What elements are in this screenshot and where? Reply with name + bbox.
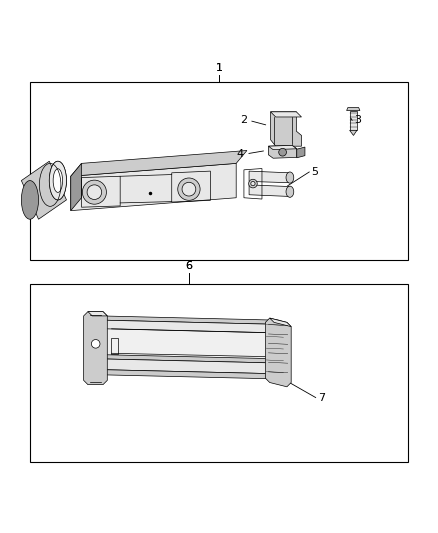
Text: 7: 7 <box>318 392 325 402</box>
Polygon shape <box>101 316 283 325</box>
Polygon shape <box>271 112 301 117</box>
Polygon shape <box>268 146 297 150</box>
Text: 4: 4 <box>237 149 244 159</box>
Ellipse shape <box>21 181 39 219</box>
Text: 1: 1 <box>215 63 223 73</box>
Circle shape <box>182 182 196 196</box>
Polygon shape <box>71 164 81 211</box>
Polygon shape <box>21 161 67 219</box>
Ellipse shape <box>49 161 67 200</box>
Ellipse shape <box>49 161 67 200</box>
Bar <box>111 338 118 354</box>
Ellipse shape <box>286 172 294 183</box>
Circle shape <box>178 178 200 200</box>
Bar <box>30 82 408 260</box>
Circle shape <box>87 185 102 199</box>
Polygon shape <box>101 369 283 379</box>
Circle shape <box>279 148 286 156</box>
Polygon shape <box>88 312 107 316</box>
Polygon shape <box>270 318 291 327</box>
Bar <box>30 284 408 462</box>
Circle shape <box>82 180 106 204</box>
Polygon shape <box>99 354 283 363</box>
Polygon shape <box>350 110 357 130</box>
Polygon shape <box>249 171 290 183</box>
Text: 6: 6 <box>185 261 192 271</box>
Polygon shape <box>271 112 301 146</box>
Polygon shape <box>84 312 107 385</box>
Polygon shape <box>105 320 283 333</box>
Circle shape <box>92 340 100 348</box>
Polygon shape <box>265 318 291 387</box>
Text: 2: 2 <box>240 116 247 125</box>
Circle shape <box>249 179 257 188</box>
Text: 3: 3 <box>354 116 361 125</box>
Text: 1: 1 <box>215 63 223 73</box>
Ellipse shape <box>286 186 294 197</box>
Circle shape <box>251 181 255 185</box>
Ellipse shape <box>53 169 63 192</box>
Polygon shape <box>249 185 290 197</box>
Text: 5: 5 <box>311 167 318 177</box>
Polygon shape <box>346 108 360 110</box>
Polygon shape <box>297 147 305 158</box>
Polygon shape <box>101 359 283 374</box>
Polygon shape <box>99 322 281 365</box>
Polygon shape <box>268 146 297 158</box>
Polygon shape <box>71 150 247 176</box>
Text: 6: 6 <box>185 261 192 271</box>
Polygon shape <box>350 130 357 135</box>
Polygon shape <box>71 164 236 211</box>
